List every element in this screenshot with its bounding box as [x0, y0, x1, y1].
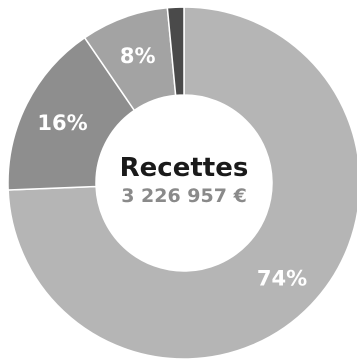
slice-label-2: 8% — [120, 44, 156, 68]
slice-labels: 74% 16% 8% — [37, 44, 307, 290]
slice-0 — [7, 6, 357, 360]
donut-slices — [7, 6, 357, 360]
slice-1 — [7, 36, 136, 191]
slice-label-1: 16% — [37, 111, 87, 135]
slice-label-0: 74% — [257, 266, 307, 290]
chart-title: Recettes — [120, 153, 249, 183]
slice-3 — [166, 6, 185, 97]
chart-total: 3 226 957 € — [121, 185, 247, 207]
